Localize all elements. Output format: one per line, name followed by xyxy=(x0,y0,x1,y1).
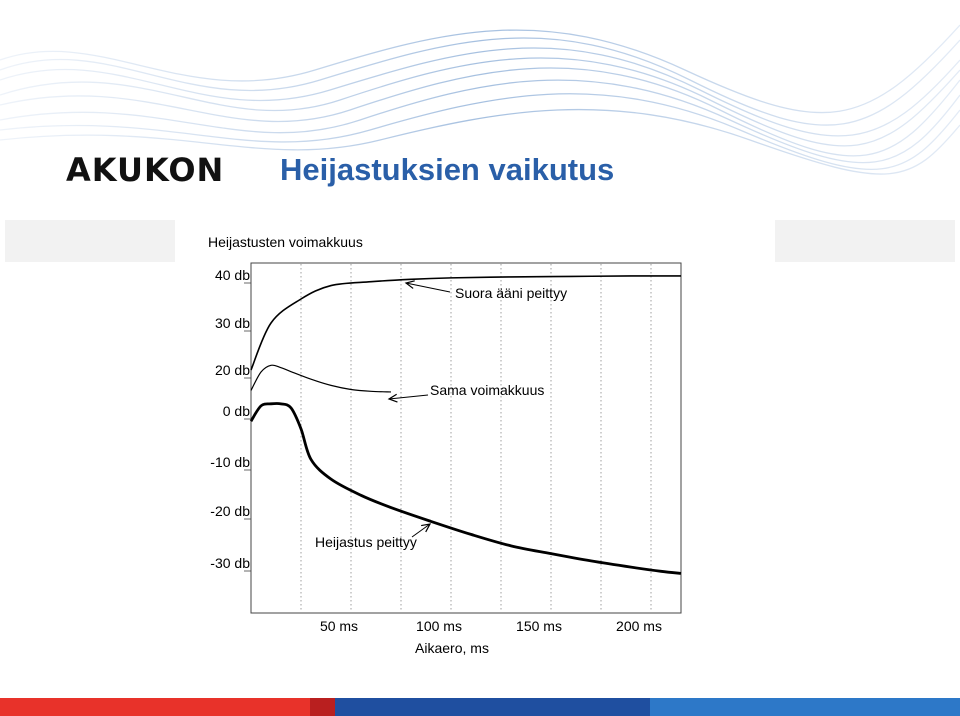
x-tick-label: 50 ms xyxy=(320,618,358,634)
y-tick-label: -30 db xyxy=(210,555,250,571)
annotation-label: Heijastus peittyy xyxy=(315,534,417,550)
y-tick-label: 0 db xyxy=(223,403,250,419)
page-title: Heijastuksien vaikutus xyxy=(280,152,615,187)
wave-banner xyxy=(0,24,960,175)
annotation-arrow xyxy=(405,282,451,293)
header-band-left xyxy=(5,220,175,262)
y-tick-label: 30 db xyxy=(215,315,250,331)
annotation-arrow xyxy=(411,523,431,538)
chart-title: Heijastusten voimakkuus xyxy=(208,234,363,250)
annotation-label: Sama voimakkuus xyxy=(430,382,544,398)
x-axis-label: Aikaero, ms xyxy=(415,640,489,656)
y-tick-label: -20 db xyxy=(210,503,250,519)
header-band-right xyxy=(775,220,955,262)
y-tick-label: 20 db xyxy=(215,362,250,378)
y-tick-label: -10 db xyxy=(210,454,250,470)
y-tick-label: 40 db xyxy=(215,267,250,283)
logo-area xyxy=(55,150,200,198)
akukon-logo: AKUKON xyxy=(66,151,225,189)
series-line xyxy=(249,402,682,575)
x-tick-label: 100 ms xyxy=(416,618,462,634)
bottom-color-bar xyxy=(0,698,960,716)
x-tick-label: 200 ms xyxy=(616,618,662,634)
series-line xyxy=(250,364,392,393)
annotation-label: Suora ääni peittyy xyxy=(455,285,567,301)
annotation-arrow xyxy=(388,394,429,400)
arrow-head xyxy=(404,280,415,289)
x-tick-label: 150 ms xyxy=(516,618,562,634)
arrow-head xyxy=(387,393,398,403)
arrow-head xyxy=(421,523,432,533)
plot-frame xyxy=(250,262,682,614)
series-line xyxy=(250,275,682,371)
